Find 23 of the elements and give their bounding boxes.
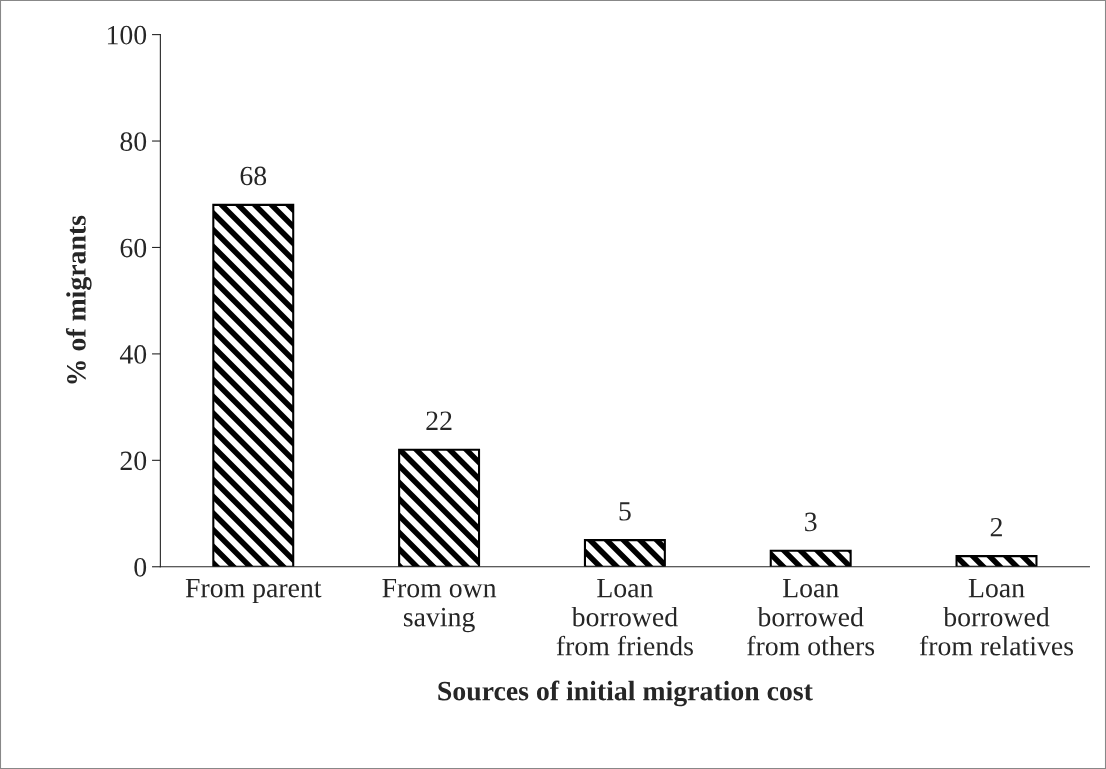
data-label: 22: [426, 411, 452, 430]
x-tick-label: Loan borrowed from relatives: [919, 578, 1074, 656]
bar: [212, 203, 295, 567]
x-tick-label: Loan borrowed from others: [747, 578, 875, 656]
data-label: 68: [240, 166, 267, 186]
x-tick-label: Loan borrowed from friends: [556, 578, 693, 656]
data-label: 3: [805, 512, 817, 532]
y-tick-label: 40: [119, 345, 147, 364]
bar: [583, 539, 666, 567]
bar: [769, 549, 852, 567]
data-label: 2: [990, 517, 1002, 537]
y-tick-label: 80: [120, 132, 147, 151]
y-tick-label: 20: [120, 451, 147, 471]
y-axis-title: % of migrants: [65, 215, 92, 384]
x-tick-label: From parent: [185, 578, 322, 604]
bar: [955, 555, 1038, 567]
data-label: 5: [619, 502, 631, 521]
y-tick-label: 0: [134, 557, 147, 577]
x-tick-label: From own saving: [382, 578, 497, 633]
x-axis-title: Sources of initial migration cost: [438, 680, 813, 707]
y-tick-label: 60: [120, 238, 147, 258]
bar: [398, 448, 481, 567]
y-tick-label: 100: [107, 25, 147, 45]
